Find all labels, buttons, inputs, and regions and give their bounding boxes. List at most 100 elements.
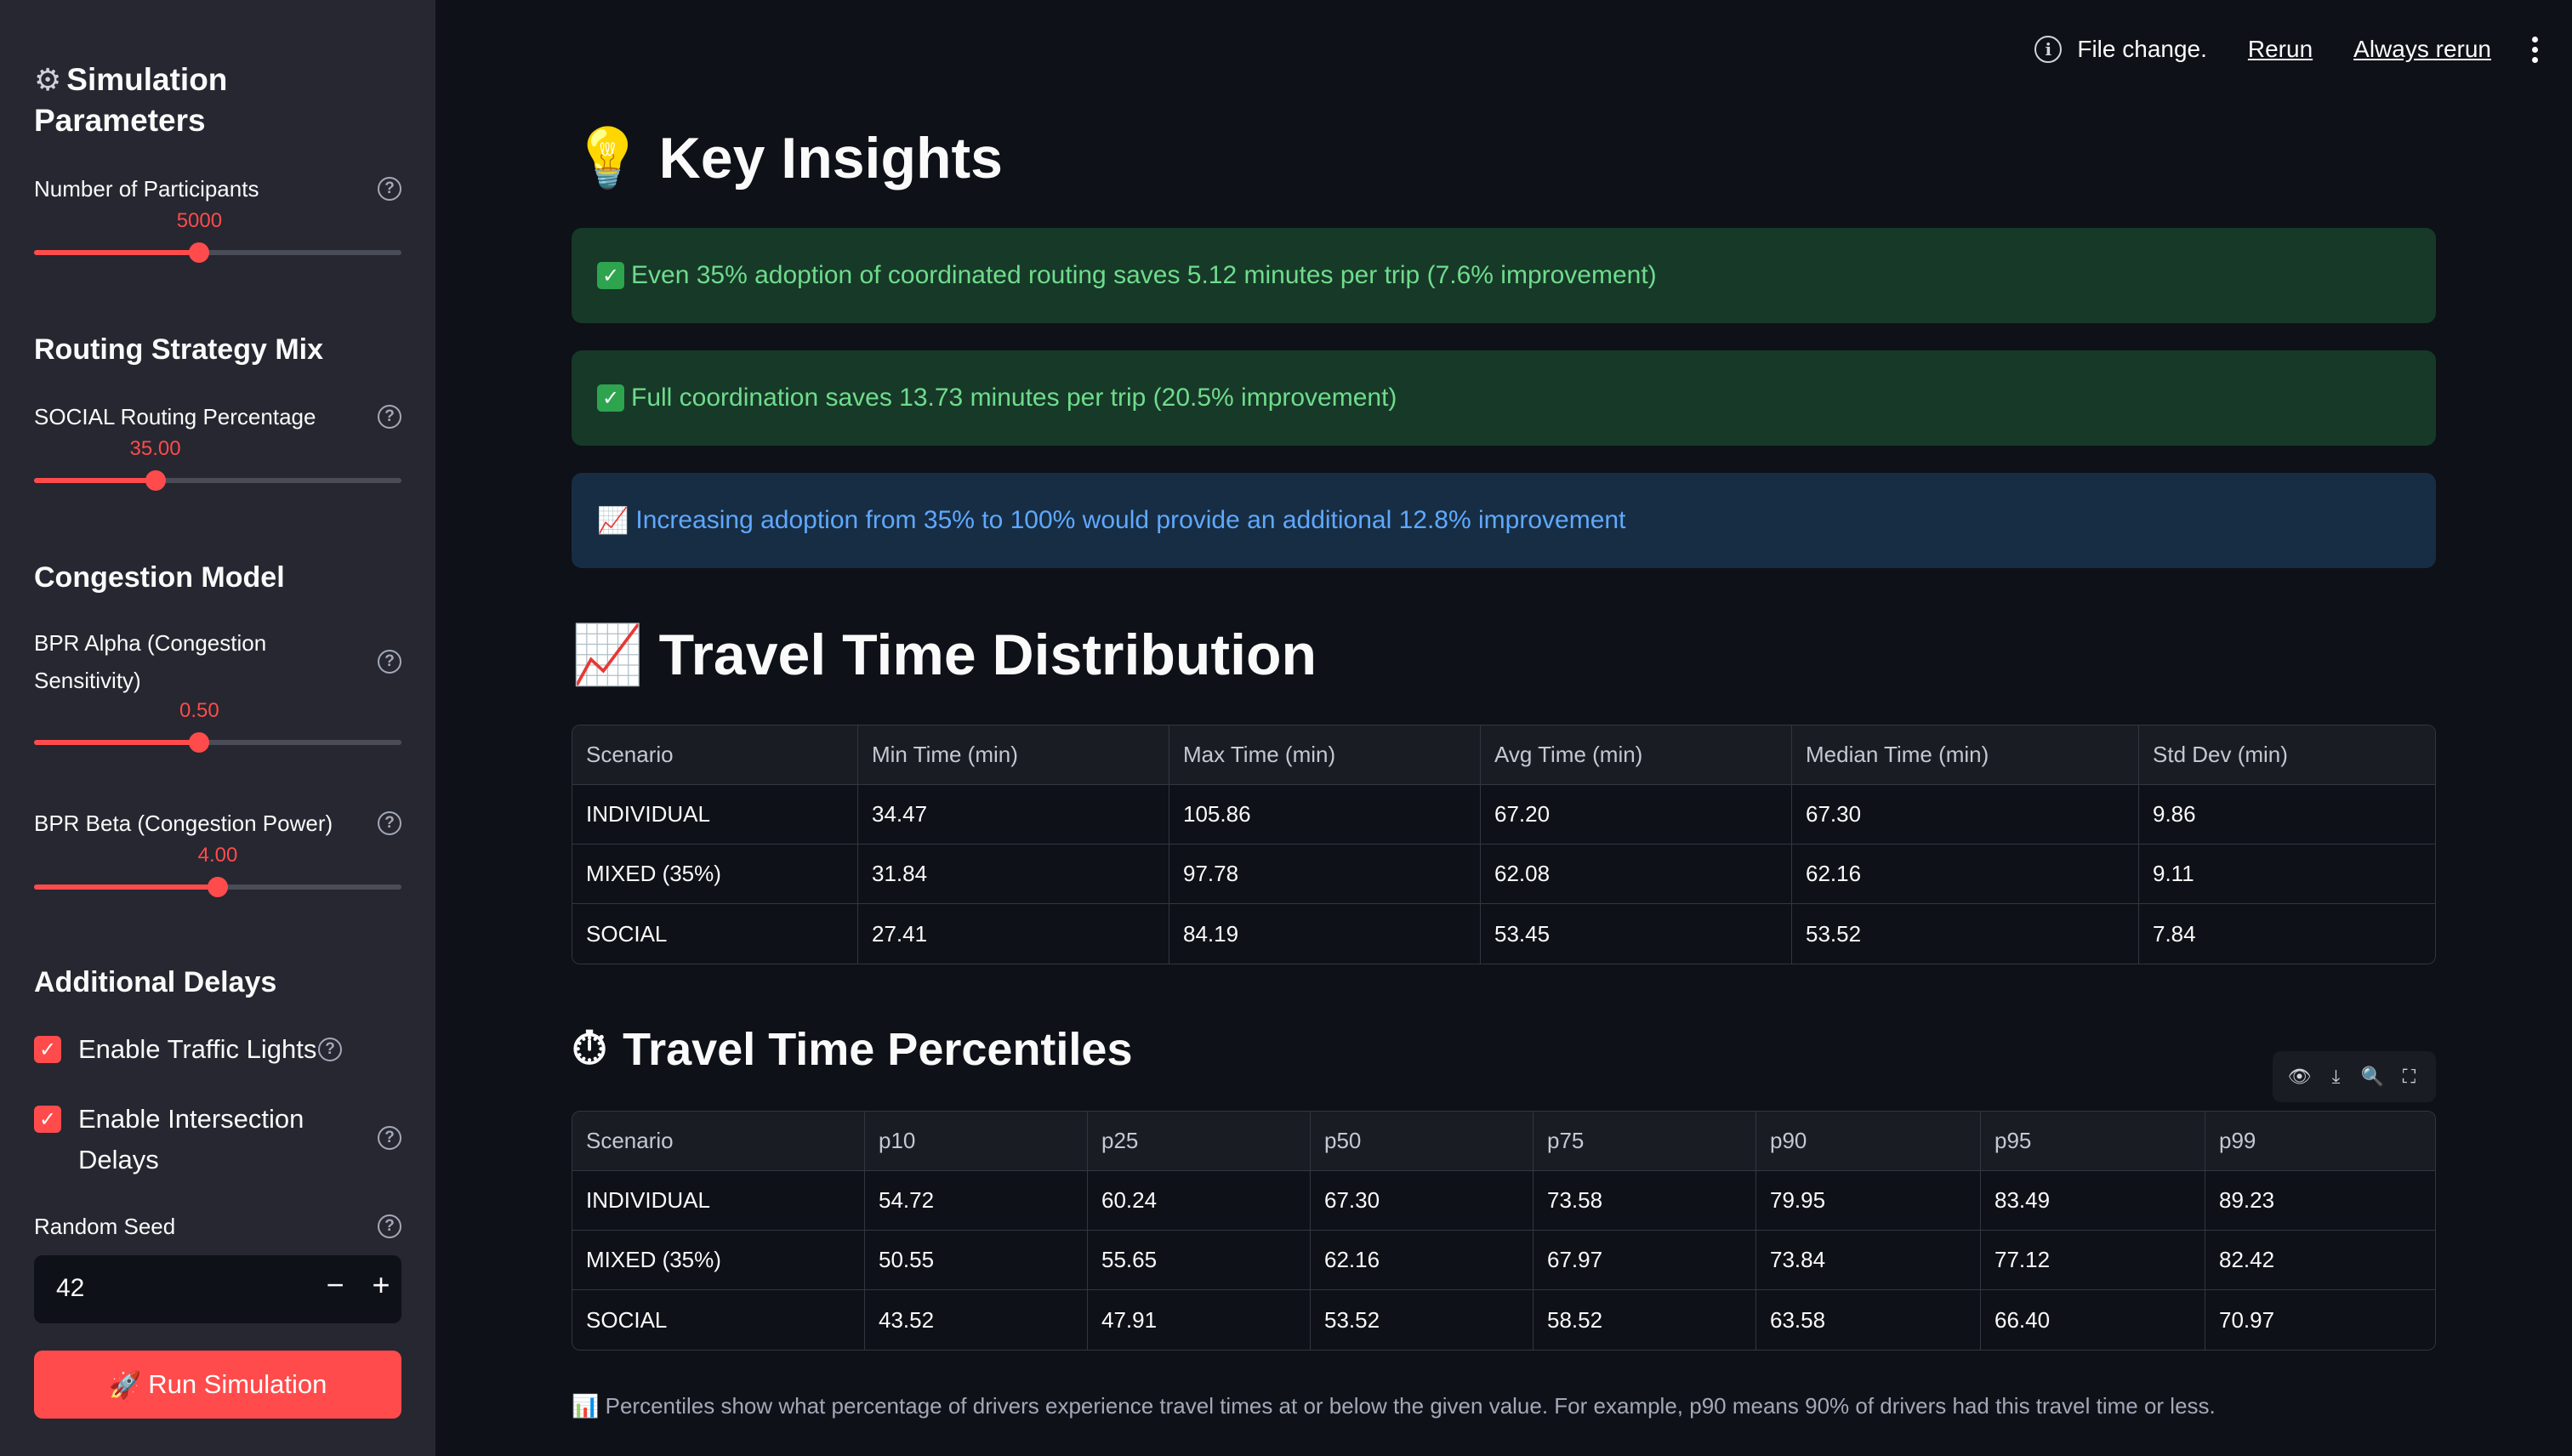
sidebar: ⚙ Simulation Parameters Number of Partici… bbox=[0, 0, 435, 1456]
table-cell: 7.84 bbox=[2139, 904, 2435, 964]
eye-icon[interactable]: 👁 bbox=[2287, 1066, 2312, 1087]
column-header[interactable]: p25 bbox=[1088, 1112, 1311, 1171]
help-icon[interactable]: ? bbox=[378, 811, 401, 835]
table-cell: 62.16 bbox=[1311, 1231, 1534, 1290]
table-cell: 89.23 bbox=[2205, 1171, 2435, 1231]
main-menu-icon[interactable] bbox=[2532, 36, 2538, 63]
bpr-alpha-slider-group: BPR Alpha (Congestion Sensitivity) ? 0.5… bbox=[34, 624, 401, 753]
table-cell: 63.58 bbox=[1756, 1290, 1981, 1350]
top-bar: i File change. Rerun Always rerun bbox=[2034, 31, 2538, 68]
participants-slider[interactable] bbox=[34, 242, 401, 263]
slider-thumb[interactable] bbox=[208, 877, 228, 897]
decrement-button[interactable]: − bbox=[326, 1267, 344, 1302]
table-cell: 66.40 bbox=[1981, 1290, 2205, 1350]
slider-label: BPR Alpha (Congestion Sensitivity) bbox=[34, 630, 267, 693]
column-header[interactable]: Median Time (min) bbox=[1792, 725, 2139, 785]
column-header[interactable]: p75 bbox=[1534, 1112, 1756, 1171]
traffic-lights-checkbox-row[interactable]: ✓ Enable Traffic Lights ? bbox=[34, 1029, 401, 1073]
column-header[interactable]: Scenario bbox=[572, 1112, 865, 1171]
table-header-row: Scenario p10 p25 p50 p75 p90 p95 p99 bbox=[572, 1112, 2435, 1171]
column-header[interactable]: Std Dev (min) bbox=[2139, 725, 2435, 785]
rocket-icon: 🚀 bbox=[108, 1369, 142, 1400]
table-cell: 58.52 bbox=[1534, 1290, 1756, 1350]
traffic-lights-checkbox[interactable]: ✓ bbox=[34, 1036, 61, 1063]
participants-slider-group: Number of Participants ? 5000 bbox=[34, 170, 401, 264]
section-routing: Routing Strategy Mix bbox=[34, 333, 324, 366]
table-cell: 50.55 bbox=[865, 1231, 1088, 1290]
table-cell: 79.95 bbox=[1756, 1171, 1981, 1231]
table-cell: 31.84 bbox=[858, 845, 1169, 904]
random-seed-input[interactable]: 42 − + bbox=[34, 1255, 401, 1323]
table-cell: 34.47 bbox=[858, 785, 1169, 845]
table-cell: MIXED (35%) bbox=[572, 845, 858, 904]
column-header[interactable]: p99 bbox=[2205, 1112, 2435, 1171]
help-icon[interactable]: ? bbox=[378, 1126, 401, 1150]
file-change-status: File change. bbox=[2077, 36, 2207, 62]
seed-value[interactable]: 42 bbox=[56, 1274, 85, 1302]
table-row: INDIVIDUAL 34.47 105.86 67.20 67.30 9.86 bbox=[572, 785, 2435, 845]
download-icon[interactable]: ⤓ bbox=[2331, 1066, 2341, 1087]
table-cell: 53.45 bbox=[1481, 904, 1792, 964]
table-cell: 77.12 bbox=[1981, 1231, 2205, 1290]
rerun-button[interactable]: Rerun bbox=[2247, 36, 2313, 62]
table-cell: 62.16 bbox=[1792, 845, 2139, 904]
column-header[interactable]: Avg Time (min) bbox=[1481, 725, 1792, 785]
check-icon: ✓ bbox=[597, 262, 624, 289]
bpr-alpha-slider[interactable] bbox=[34, 732, 401, 753]
slider-value: 4.00 bbox=[197, 844, 238, 867]
table-row: SOCIAL 27.41 84.19 53.45 53.52 7.84 bbox=[572, 904, 2435, 964]
help-icon[interactable]: ? bbox=[378, 1214, 401, 1238]
slider-label: Number of Participants bbox=[34, 176, 259, 202]
always-rerun-button[interactable]: Always rerun bbox=[2353, 36, 2491, 62]
percentiles-table: Scenario p10 p25 p50 p75 p90 p95 p99 IND… bbox=[572, 1111, 2436, 1351]
table-cell: 60.24 bbox=[1088, 1171, 1311, 1231]
table-cell: 84.19 bbox=[1169, 904, 1481, 964]
table-cell: MIXED (35%) bbox=[572, 1231, 865, 1290]
slider-thumb[interactable] bbox=[145, 470, 166, 491]
table-cell: 82.42 bbox=[2205, 1231, 2435, 1290]
column-header[interactable]: p95 bbox=[1981, 1112, 2205, 1171]
help-icon[interactable]: ? bbox=[378, 650, 401, 674]
lightbulb-icon: 💡 bbox=[572, 126, 644, 191]
column-header[interactable]: Scenario bbox=[572, 725, 858, 785]
table-cell: 54.72 bbox=[865, 1171, 1088, 1231]
column-header[interactable]: Max Time (min) bbox=[1169, 725, 1481, 785]
fullscreen-icon[interactable]: ⛶ bbox=[2402, 1066, 2416, 1087]
slider-thumb[interactable] bbox=[189, 732, 210, 753]
column-header[interactable]: p50 bbox=[1311, 1112, 1534, 1171]
intersection-delays-checkbox-row[interactable]: ✓ Enable Intersection Delays ? bbox=[34, 1099, 401, 1184]
slider-value: 5000 bbox=[176, 209, 223, 232]
column-header[interactable]: p90 bbox=[1756, 1112, 1981, 1171]
table-cell: 67.30 bbox=[1792, 785, 2139, 845]
table-cell: 47.91 bbox=[1088, 1290, 1311, 1350]
table-cell: INDIVIDUAL bbox=[572, 785, 858, 845]
increment-button[interactable]: + bbox=[372, 1267, 390, 1302]
table-cell: 83.49 bbox=[1981, 1171, 2205, 1231]
slider-value: 0.50 bbox=[179, 699, 219, 722]
seed-label-row: Random Seed ? bbox=[34, 1208, 401, 1245]
social-routing-slider-group: SOCIAL Routing Percentage ? 35.00 bbox=[34, 398, 401, 492]
table-row: MIXED (35%) 50.55 55.65 62.16 67.97 73.8… bbox=[572, 1231, 2435, 1290]
help-icon[interactable]: ? bbox=[378, 177, 401, 201]
bpr-beta-slider[interactable] bbox=[34, 877, 401, 897]
intersection-delays-checkbox[interactable]: ✓ bbox=[34, 1106, 61, 1133]
info-alert: 📈 Increasing adoption from 35% to 100% wo… bbox=[572, 473, 2436, 568]
slider-thumb[interactable] bbox=[189, 242, 210, 263]
slider-label: SOCIAL Routing Percentage bbox=[34, 404, 316, 429]
column-header[interactable]: p10 bbox=[865, 1112, 1088, 1171]
table-cell: 73.58 bbox=[1534, 1171, 1756, 1231]
help-icon[interactable]: ? bbox=[378, 405, 401, 429]
column-header[interactable]: Min Time (min) bbox=[858, 725, 1169, 785]
chart-up-icon: 📈 bbox=[572, 623, 644, 687]
table-cell: 62.08 bbox=[1481, 845, 1792, 904]
gear-icon: ⚙ bbox=[34, 62, 62, 97]
social-routing-slider[interactable] bbox=[34, 470, 401, 491]
table-cell: SOCIAL bbox=[572, 1290, 865, 1350]
table-cell: 105.86 bbox=[1169, 785, 1481, 845]
help-icon[interactable]: ? bbox=[318, 1038, 342, 1061]
search-icon[interactable]: 🔍 bbox=[2360, 1066, 2385, 1087]
run-simulation-button[interactable]: 🚀 Run Simulation bbox=[34, 1351, 401, 1419]
slider-label: BPR Beta (Congestion Power) bbox=[34, 810, 333, 836]
table-row: MIXED (35%) 31.84 97.78 62.08 62.16 9.11 bbox=[572, 845, 2435, 904]
chart-up-icon: 📈 bbox=[597, 506, 629, 535]
